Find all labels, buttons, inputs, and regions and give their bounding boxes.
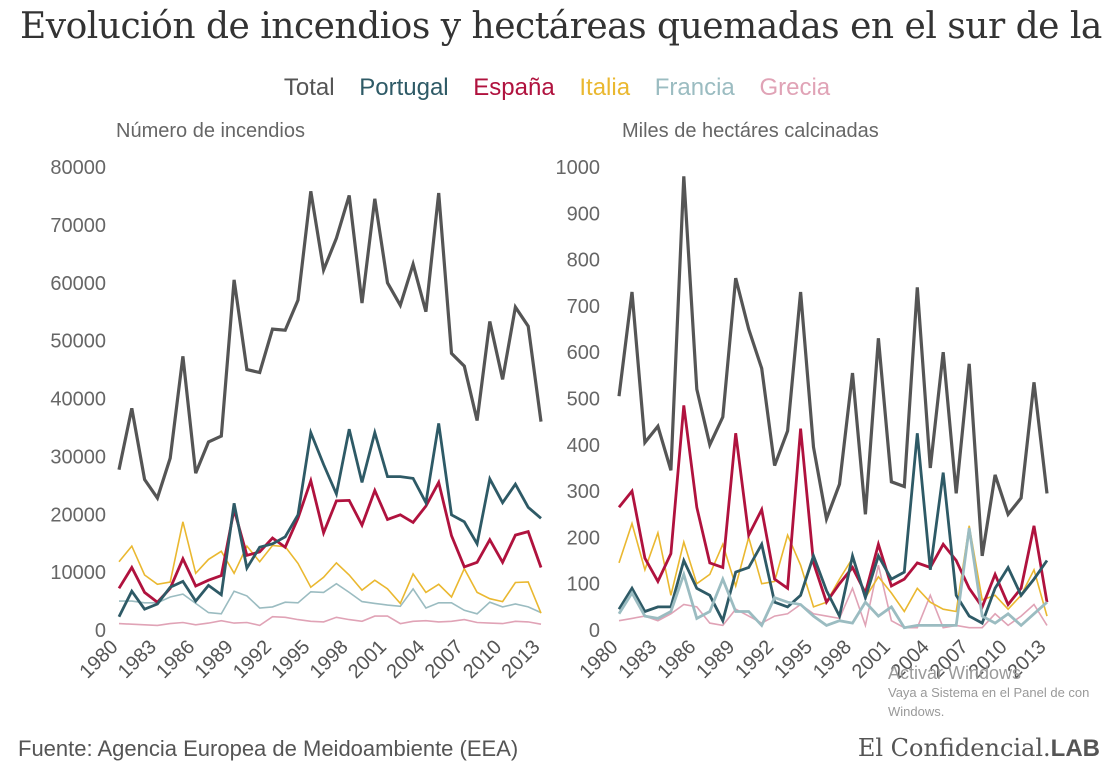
- y-tick-label: 60000: [50, 273, 106, 295]
- y-tick-label: 50000: [50, 331, 106, 353]
- x-tick-label: 1995: [770, 636, 817, 683]
- watermark-line-3: Windows.: [888, 704, 945, 719]
- windows-activation-watermark: Activar Windows Vaya a Sistema en el Pan…: [888, 664, 1089, 721]
- x-tick-label: 1986: [152, 636, 199, 683]
- y-tick-label: 100: [567, 574, 600, 596]
- series-line-total: [617, 176, 1049, 557]
- series-line-italia: [118, 521, 542, 614]
- x-tick-label: 1983: [614, 636, 661, 683]
- x-tick-label: 1998: [306, 636, 353, 683]
- y-tick-label: 70000: [50, 215, 106, 237]
- y-tick-label: 30000: [50, 446, 106, 468]
- y-tick-label: 80000: [50, 157, 106, 179]
- x-tick-label: 1995: [267, 636, 314, 683]
- y-tick-label: 200: [567, 527, 600, 549]
- y-tick-label: 1000: [556, 157, 601, 179]
- watermark-line-1: Activar Windows: [888, 663, 1022, 683]
- legend-item-espana: España: [473, 74, 555, 101]
- series-line-portugal: [117, 423, 542, 618]
- source-note: Fuente: Agencia Europea de Meidoambiente…: [18, 736, 519, 761]
- legend-item-total: Total: [283, 74, 335, 101]
- x-tick-label: 1989: [191, 636, 238, 683]
- x-tick-label: 2004: [382, 636, 429, 683]
- y-tick-label: 800: [567, 250, 600, 272]
- series-line-espana: [617, 405, 1049, 610]
- y-tick-label: 300: [567, 481, 600, 503]
- legend-item-francia: Francia: [654, 74, 735, 101]
- legend: Total Portugal España Italia Francia Gre…: [0, 74, 1114, 102]
- x-tick-label: 1992: [731, 636, 778, 683]
- brand-name: El Confidencial.: [857, 734, 1051, 762]
- y-tick-label: 700: [567, 296, 600, 318]
- right-chart-title: Miles de hectáres calcinadas: [622, 120, 879, 142]
- y-tick-label: 20000: [50, 504, 106, 526]
- series-line-francia: [119, 582, 542, 615]
- brand-logo: El Confidencial.LAB: [858, 734, 1100, 763]
- x-tick-label: 2013: [498, 636, 545, 683]
- legend-item-grecia: Grecia: [759, 74, 831, 101]
- x-tick-label: 1980: [576, 636, 623, 683]
- y-tick-label: 10000: [50, 562, 106, 584]
- x-tick-label: 1980: [76, 636, 123, 683]
- y-tick-label: 900: [567, 203, 600, 225]
- series-line-grecia: [618, 565, 1048, 629]
- legend-item-portugal: Portugal: [359, 74, 449, 101]
- legend-item-italia: Italia: [579, 74, 631, 101]
- series-line-portugal: [617, 433, 1049, 626]
- y-tick-label: 400: [567, 435, 600, 457]
- series-line-grecia: [118, 615, 542, 627]
- x-tick-label: 2010: [459, 636, 506, 683]
- x-tick-label: 2001: [344, 636, 391, 683]
- brand-suffix: LAB: [1050, 735, 1100, 762]
- y-tick-label: 0: [95, 620, 106, 642]
- series-line-espana: [117, 475, 543, 605]
- y-tick-label: 600: [567, 342, 600, 364]
- x-tick-label: 1992: [229, 636, 276, 683]
- x-tick-label: 1989: [692, 636, 739, 683]
- y-tick-label: 0: [589, 620, 600, 642]
- y-tick-label: 40000: [50, 389, 106, 411]
- left-chart-title: Número de incendios: [116, 120, 305, 142]
- chart-title: Evolución de incendios y hectáreas quema…: [20, 6, 1114, 47]
- y-tick-label: 500: [567, 389, 600, 411]
- x-tick-label: 1998: [809, 636, 856, 683]
- x-tick-label: 1983: [114, 636, 161, 683]
- watermark-line-2: Vaya a Sistema en el Panel de con: [888, 685, 1090, 700]
- series-line-francia: [617, 527, 1048, 630]
- x-tick-label: 2007: [421, 636, 468, 683]
- series-line-total: [117, 191, 543, 502]
- x-tick-label: 1986: [653, 636, 700, 683]
